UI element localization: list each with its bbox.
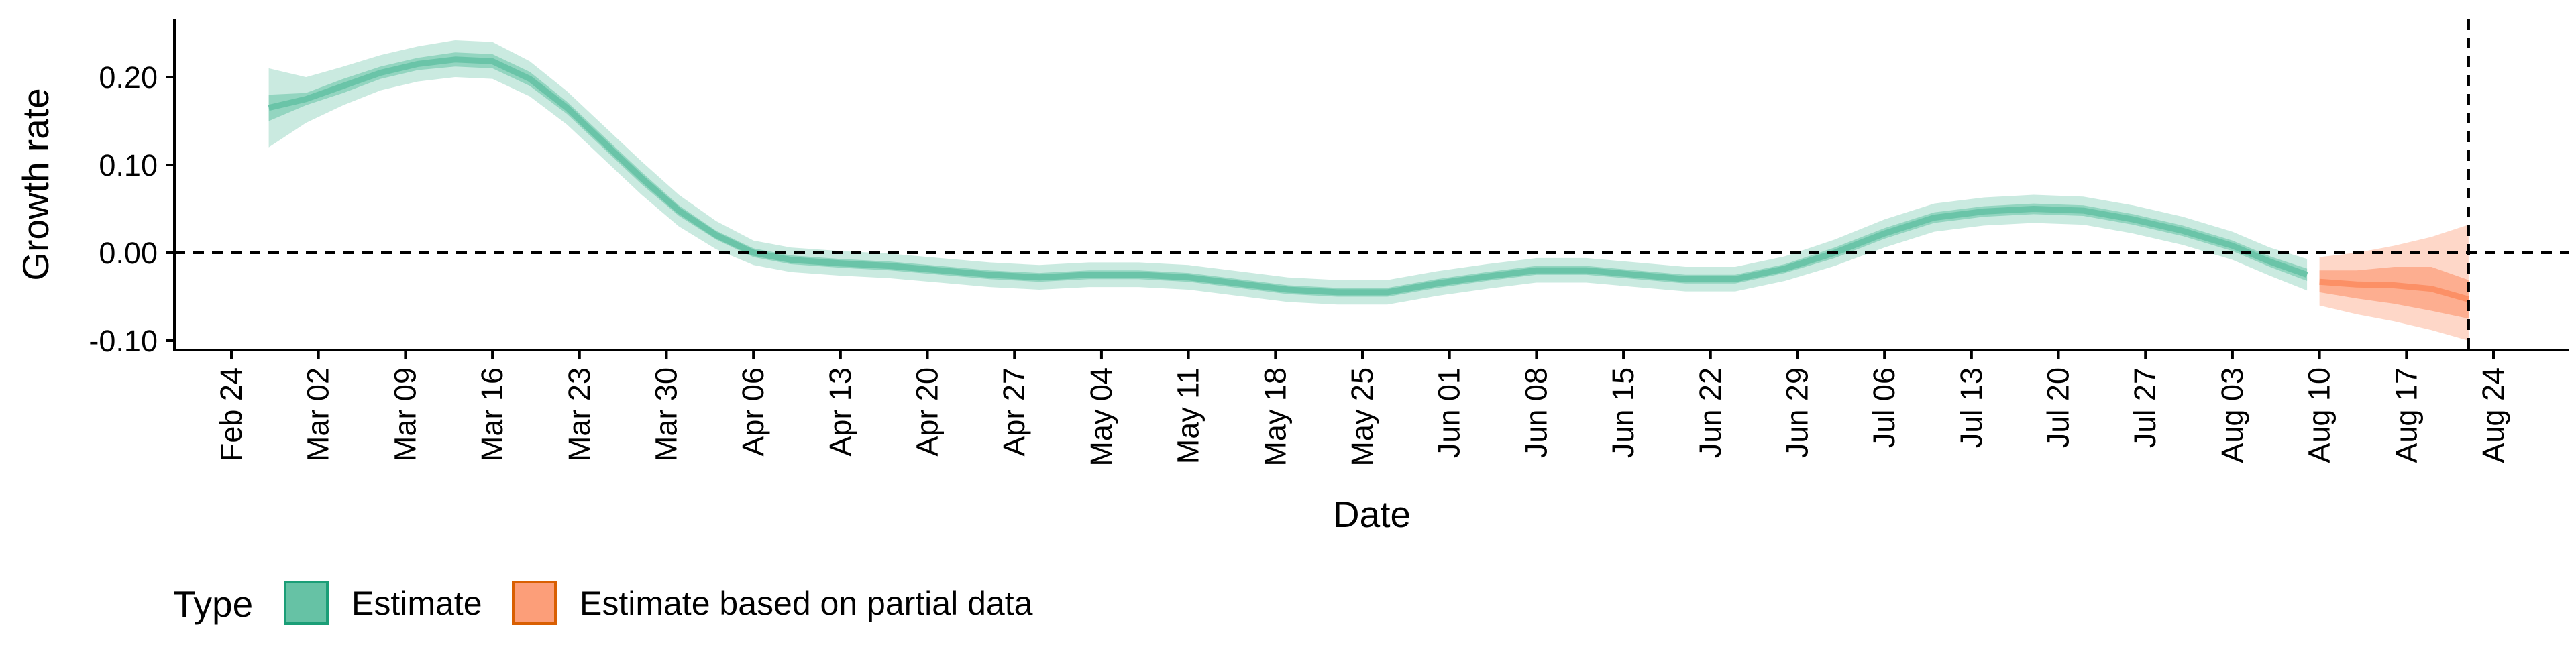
x-tick-label: Aug 24: [2476, 367, 2510, 463]
estimate-median-line: [268, 56, 2308, 296]
legend-title: Type: [173, 583, 253, 625]
x-tick-label: Apr 06: [736, 367, 770, 457]
x-tick-label: Jun 29: [1780, 367, 1815, 458]
x-tick-label: Jul 13: [1954, 367, 1988, 448]
x-tick-label: Jun 22: [1693, 367, 1727, 458]
y-tick-label: 0.00: [99, 236, 158, 270]
estimate-inner-band: [268, 52, 2308, 297]
y-ticks-layer: 0.20 0.10 0.00 -0.10: [89, 60, 174, 358]
x-tick-label: Mar 02: [301, 367, 335, 461]
legend-label-estimate: Estimate: [352, 585, 482, 622]
legend-key-partial: [512, 581, 557, 625]
x-tick-label: Jun 08: [1519, 367, 1553, 458]
x-ticks-layer: Feb 24 Mar 02 Mar 09 Mar 16 Mar 23 Mar 30 Apr …: [214, 350, 2510, 467]
x-tick-label: Apr 20: [910, 367, 945, 457]
x-tick-label: Jul 20: [2041, 367, 2076, 448]
legend: Type Estimate Estimate based on partial …: [173, 581, 1033, 625]
legend-key-estimate: [284, 581, 329, 625]
partial-inner-band: [2319, 267, 2469, 319]
x-tick-label: Aug 03: [2215, 367, 2249, 463]
x-tick-label: Jun 01: [1432, 367, 1466, 458]
x-tick-label: Mar 09: [388, 367, 422, 461]
x-axis-title: Date: [1333, 493, 1411, 535]
y-tick-label: 0.20: [99, 60, 158, 95]
x-tick-label: Apr 13: [823, 367, 857, 457]
x-tick-label: Mar 16: [475, 367, 509, 461]
x-tick-label: Apr 27: [997, 367, 1031, 457]
axes-layer: [173, 19, 2569, 351]
x-tick-label: Jun 15: [1606, 367, 1640, 458]
y-tick-label: -0.10: [89, 324, 158, 358]
x-tick-label: Aug 10: [2302, 367, 2337, 463]
x-tick-label: Feb 24: [214, 367, 248, 461]
y-tick-label: 0.10: [99, 148, 158, 182]
median-lines-layer: [268, 56, 2470, 302]
ribbons-layer: [268, 40, 2469, 341]
x-tick-label: Mar 23: [562, 367, 596, 461]
x-tick-label: Jul 06: [1867, 367, 1901, 448]
x-tick-label: Aug 17: [2389, 367, 2423, 463]
reference-lines-layer: [174, 19, 2569, 350]
x-tick-label: May 25: [1345, 367, 1379, 467]
x-tick-label: Jul 27: [2128, 367, 2162, 448]
partial-median-line: [2319, 278, 2470, 302]
legend-label-partial: Estimate based on partial data: [580, 585, 1033, 622]
x-tick-label: May 18: [1258, 367, 1292, 467]
x-tick-label: May 11: [1171, 367, 1205, 464]
estimate-outer-band: [268, 40, 2308, 305]
y-axis-title: Growth rate: [15, 88, 56, 280]
x-tick-label: Mar 30: [649, 367, 684, 461]
x-tick-label: May 04: [1084, 367, 1118, 467]
